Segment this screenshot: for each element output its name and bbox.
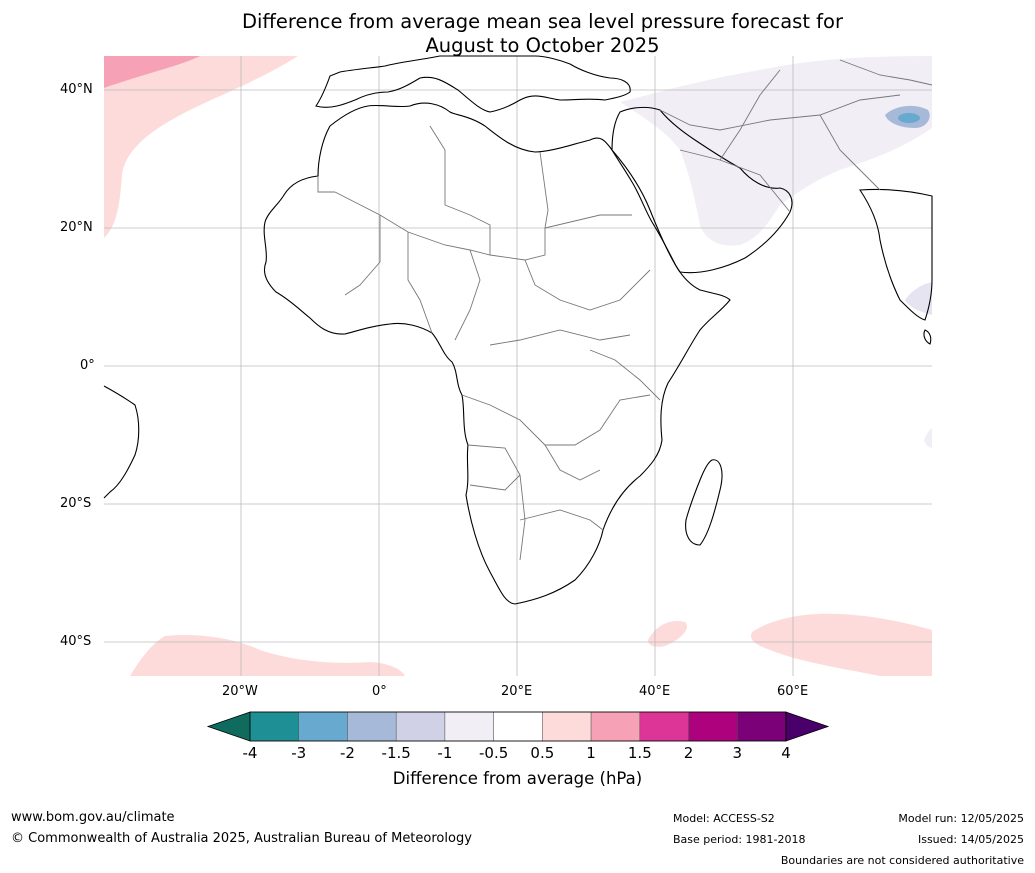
negative-anomaly-india-coast — [905, 282, 932, 315]
lat-label-20n: 20°N — [60, 220, 93, 235]
colorbar-segment — [590, 711, 641, 742]
colorbar-tick-label: -1 — [437, 744, 453, 762]
colorbar-tick-label: -0.5 — [478, 744, 509, 762]
footer-issued: Issued: 14/05/2025 — [917, 833, 1024, 846]
lat-label-40n: 40°N — [60, 82, 93, 97]
colorbar-segment — [347, 711, 397, 742]
title-line-1: Difference from average mean sea level p… — [242, 10, 843, 33]
colorbar-segment — [737, 711, 787, 742]
africa-coastline — [263, 102, 731, 605]
positive-anomaly-north-atlantic — [104, 56, 298, 238]
footer-model: Model: ACCESS-S2 — [673, 812, 775, 825]
strong-negative-anomaly-himalaya — [898, 113, 920, 123]
india-coastline — [859, 188, 933, 321]
colorbar-tick-label: -2 — [339, 744, 355, 762]
colorbar-segment — [639, 711, 689, 742]
colorbar-segment — [542, 711, 592, 742]
colorbar-segment — [249, 711, 299, 742]
colorbar-segment — [395, 711, 446, 742]
lon-label-20w: 20°W — [222, 684, 258, 699]
colorbar-extension-high — [785, 711, 830, 742]
lat-label-40s: 40°S — [60, 634, 92, 649]
sri-lanka-coastline — [923, 329, 932, 345]
colorbar-tick-label: 4 — [781, 744, 791, 762]
anomaly-shading — [104, 56, 932, 676]
strong-positive-anomaly-north-atlantic — [104, 56, 200, 88]
europe-coastline — [315, 55, 631, 113]
colorbar-tick-label: 1 — [586, 744, 596, 762]
brazil-coastline — [103, 385, 140, 499]
colorbar-segment — [493, 711, 543, 742]
madagascar-coastline — [685, 459, 723, 546]
colorbar-segment — [688, 711, 738, 742]
colorbar-tick-label: -1.5 — [381, 744, 411, 762]
arabia-coastline — [611, 106, 793, 274]
colorbar-segment — [298, 711, 348, 742]
colorbar-frame — [249, 711, 787, 742]
lon-label-40e: 40°E — [639, 684, 671, 699]
lon-label-20e: 20°E — [501, 684, 533, 699]
country-borders — [317, 59, 933, 561]
lon-label-60e: 60°E — [777, 684, 809, 699]
colorbar-tick-label: 2 — [683, 744, 694, 762]
colorbar-title: Difference from average (hPa) — [392, 769, 643, 788]
colorbar-tick-label: 3 — [732, 744, 743, 762]
colorbar-segment — [444, 711, 494, 742]
footer-disclaimer: Boundaries are not considered authoritat… — [780, 854, 1024, 867]
colorbar-tick-label: 1.5 — [627, 744, 652, 762]
graticule — [104, 56, 932, 676]
lat-label-equator: 0° — [80, 358, 95, 373]
coastlines — [103, 55, 933, 605]
colorbar-tick-label: -4 — [242, 744, 258, 762]
colorbar — [206, 711, 830, 742]
positive-anomaly-indian-ocean-a — [648, 620, 688, 647]
lon-label-0: 0° — [372, 684, 387, 699]
positive-anomaly-south-atlantic — [130, 634, 405, 676]
footer-base-period: Base period: 1981-2018 — [673, 833, 806, 846]
colorbar-tick-label: 0.5 — [530, 744, 555, 762]
negative-anomaly-arabia-asia — [620, 56, 932, 246]
footer-model-run: Model run: 12/05/2025 — [898, 812, 1024, 825]
lat-label-20s: 20°S — [60, 496, 92, 511]
footer-url: www.bom.gov.au/climate — [11, 810, 175, 825]
title-line-2: August to October 2025 — [425, 34, 660, 57]
colorbar-extension-low — [206, 711, 251, 742]
negative-anomaly-indian-ocean-east — [924, 428, 932, 448]
map-title: Difference from average mean sea level p… — [0, 10, 1035, 58]
footer-copyright: © Commonwealth of Australia 2025, Austra… — [11, 831, 472, 846]
positive-anomaly-indian-ocean-b — [750, 613, 932, 676]
colorbar-tick-label: -3 — [291, 744, 307, 762]
